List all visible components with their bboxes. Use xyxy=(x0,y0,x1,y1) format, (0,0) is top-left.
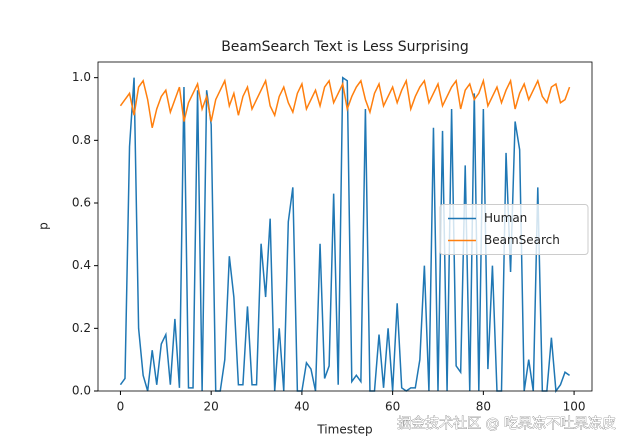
y-tick-label: 0.6 xyxy=(72,196,91,210)
x-tick-label: 20 xyxy=(204,400,219,414)
x-tick-label: 0 xyxy=(117,400,125,414)
plot-frame xyxy=(97,61,593,392)
watermark: 掘金技术社区 @ 吃果冻不吐果冻皮 xyxy=(397,415,616,432)
y-tick-label: 0.2 xyxy=(72,321,91,335)
legend-label: BeamSearch xyxy=(484,233,560,247)
x-axis-label: Timestep xyxy=(316,423,372,437)
y-axis-label: p xyxy=(37,222,51,230)
legend-label: Human xyxy=(484,211,527,225)
chart-title: BeamSearch Text is Less Surprising xyxy=(221,39,469,55)
legend-box xyxy=(439,204,589,255)
x-tick-label: 100 xyxy=(563,400,586,414)
series-line xyxy=(119,76,570,394)
y-tick-label: 0.8 xyxy=(72,133,91,147)
x-tick-label: 80 xyxy=(476,400,491,414)
y-tick-label: 1.0 xyxy=(72,70,91,84)
series-line xyxy=(119,77,571,128)
y-tick-label: 0.0 xyxy=(72,384,91,398)
y-tick-label: 0.4 xyxy=(72,258,91,272)
x-tick-label: 60 xyxy=(385,400,400,414)
x-tick-label: 40 xyxy=(294,400,309,414)
